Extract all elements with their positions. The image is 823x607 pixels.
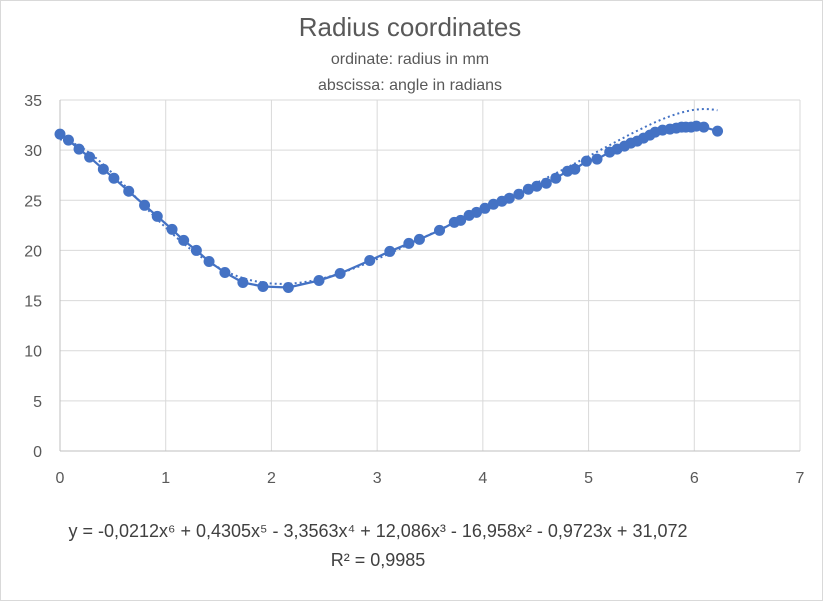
data-point [62, 134, 74, 146]
data-point [503, 192, 515, 204]
x-tick-label: 0 [56, 470, 65, 487]
data-point [84, 151, 96, 163]
y-tick-label: 5 [33, 394, 42, 411]
data-point [334, 267, 346, 279]
data-point [698, 121, 710, 133]
data-point [139, 199, 151, 211]
x-tick-label: 2 [267, 470, 276, 487]
data-point [513, 188, 525, 200]
y-tick-label: 20 [24, 243, 42, 260]
data-point [403, 237, 415, 249]
data-point [550, 172, 562, 184]
x-tick-label: 7 [796, 470, 805, 487]
data-point [108, 172, 120, 184]
x-tick-label: 3 [373, 470, 382, 487]
data-point [282, 282, 294, 294]
x-tick-label: 1 [161, 470, 170, 487]
data-point [384, 245, 396, 257]
trendline-layer [59, 107, 718, 285]
y-tick-label: 0 [33, 444, 42, 461]
chart-title: Radius coordinates [299, 12, 522, 42]
data-point [487, 198, 499, 210]
r-squared-label: R² = 0,9985 [331, 550, 426, 570]
data-point [455, 214, 467, 226]
grid-layer [60, 99, 801, 451]
y-tick-label: 30 [24, 143, 42, 160]
data-point [434, 224, 446, 236]
data-point [540, 177, 552, 189]
x-tick-label: 5 [584, 470, 593, 487]
polynomial-trendline [59, 107, 718, 285]
data-point [569, 163, 581, 175]
data-point [73, 143, 85, 155]
data-point [479, 202, 491, 214]
data-point [313, 275, 325, 287]
data-point [531, 180, 543, 192]
data-point [580, 155, 592, 167]
data-point [413, 233, 425, 245]
data-point [219, 266, 231, 278]
y-tick-label: 15 [24, 294, 42, 311]
y-tick-labels: 0 5 10 15 20 25 30 35 [24, 93, 42, 461]
axis-layer [59, 100, 800, 452]
data-point [123, 185, 135, 197]
data-point [54, 128, 66, 140]
data-point [203, 255, 215, 267]
data-points [54, 120, 724, 294]
data-point [471, 206, 483, 218]
data-point [591, 153, 603, 165]
y-tick-label: 35 [24, 93, 42, 110]
data-point [522, 183, 534, 195]
x-tick-labels: 0 1 2 3 4 5 6 7 [56, 470, 805, 487]
data-point [364, 254, 376, 266]
data-point [712, 125, 724, 137]
data-point [237, 277, 249, 289]
data-point [178, 234, 190, 246]
trendline-equation: y = -0,0212x⁶ + 0,4305x⁵ - 3,3563x⁴ + 12… [68, 521, 687, 541]
y-tick-label: 25 [24, 193, 42, 210]
x-tick-label: 6 [690, 470, 699, 487]
data-point [257, 281, 269, 293]
data-point [151, 210, 163, 222]
chart-subtitle-ordinate: ordinate: radius in mm [331, 51, 489, 68]
x-tick-label: 4 [478, 470, 487, 487]
data-point [190, 244, 202, 256]
data-point [166, 223, 178, 235]
y-tick-label: 10 [24, 344, 42, 361]
chart-subtitle-abscissa: abscissa: angle in radians [318, 77, 502, 94]
data-point [97, 163, 109, 175]
